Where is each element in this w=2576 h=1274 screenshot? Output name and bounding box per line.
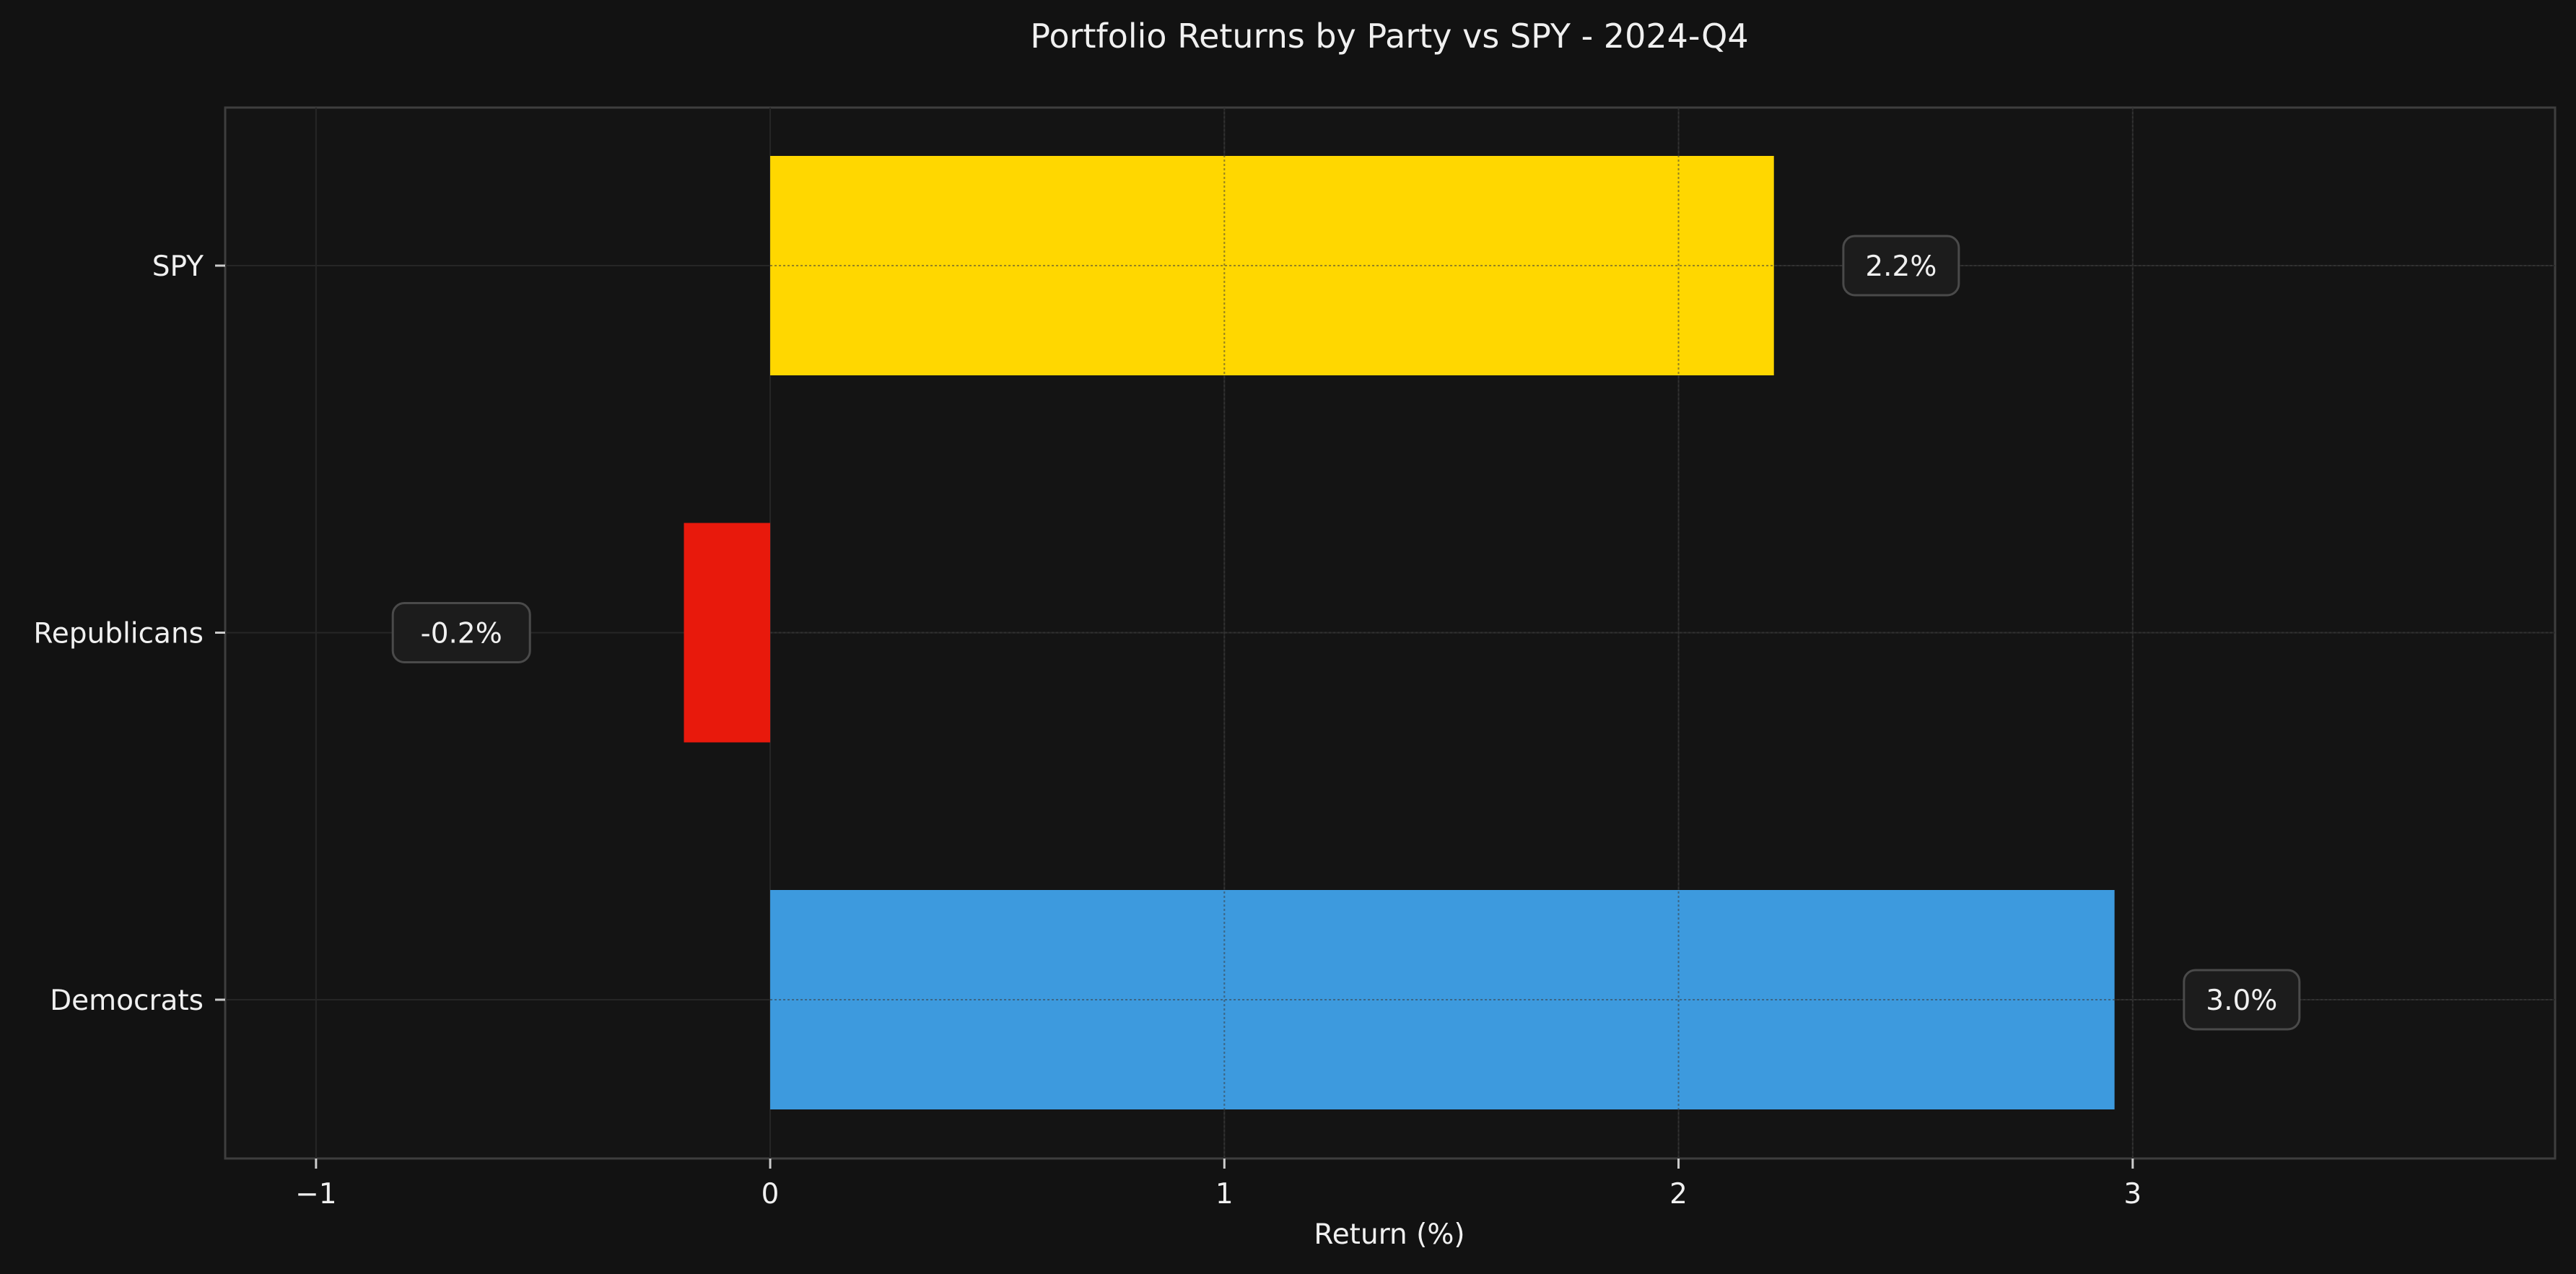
data-label-spy: 2.2% (1842, 235, 1960, 297)
data-label-box (2183, 969, 2301, 1031)
y-tick-label: SPY (152, 250, 204, 283)
x-tick-label: −1 (295, 1178, 337, 1210)
x-tick-label: 2 (1669, 1178, 1688, 1210)
chart-title: Portfolio Returns by Party vs SPY - 2024… (1030, 17, 1748, 56)
y-tick-label: Democrats (50, 985, 204, 1017)
x-tick-label: 3 (2123, 1178, 2141, 1210)
data-label-box (391, 602, 531, 663)
x-tick-label: 0 (761, 1178, 780, 1210)
x-axis-label: Return (%) (1314, 1218, 1464, 1251)
data-label-text: -0.2% (421, 618, 502, 650)
ticks: −1 0 1 2 3 Democrats Republicans SPY (33, 250, 2141, 1210)
bar-republicans (684, 523, 771, 743)
x-tick-label: 1 (1215, 1178, 1234, 1210)
data-labels: 3.0% -0.2% 2.2% (391, 235, 2301, 1031)
data-label-democrats: 3.0% (2183, 969, 2301, 1031)
data-label-box (1842, 235, 1960, 297)
bars (684, 108, 2555, 1159)
data-label-text: 3.0% (2206, 985, 2277, 1017)
data-label-text: 2.2% (1865, 250, 1937, 283)
data-label-republicans: -0.2% (391, 602, 531, 663)
y-tick-label: Republicans (33, 618, 204, 650)
